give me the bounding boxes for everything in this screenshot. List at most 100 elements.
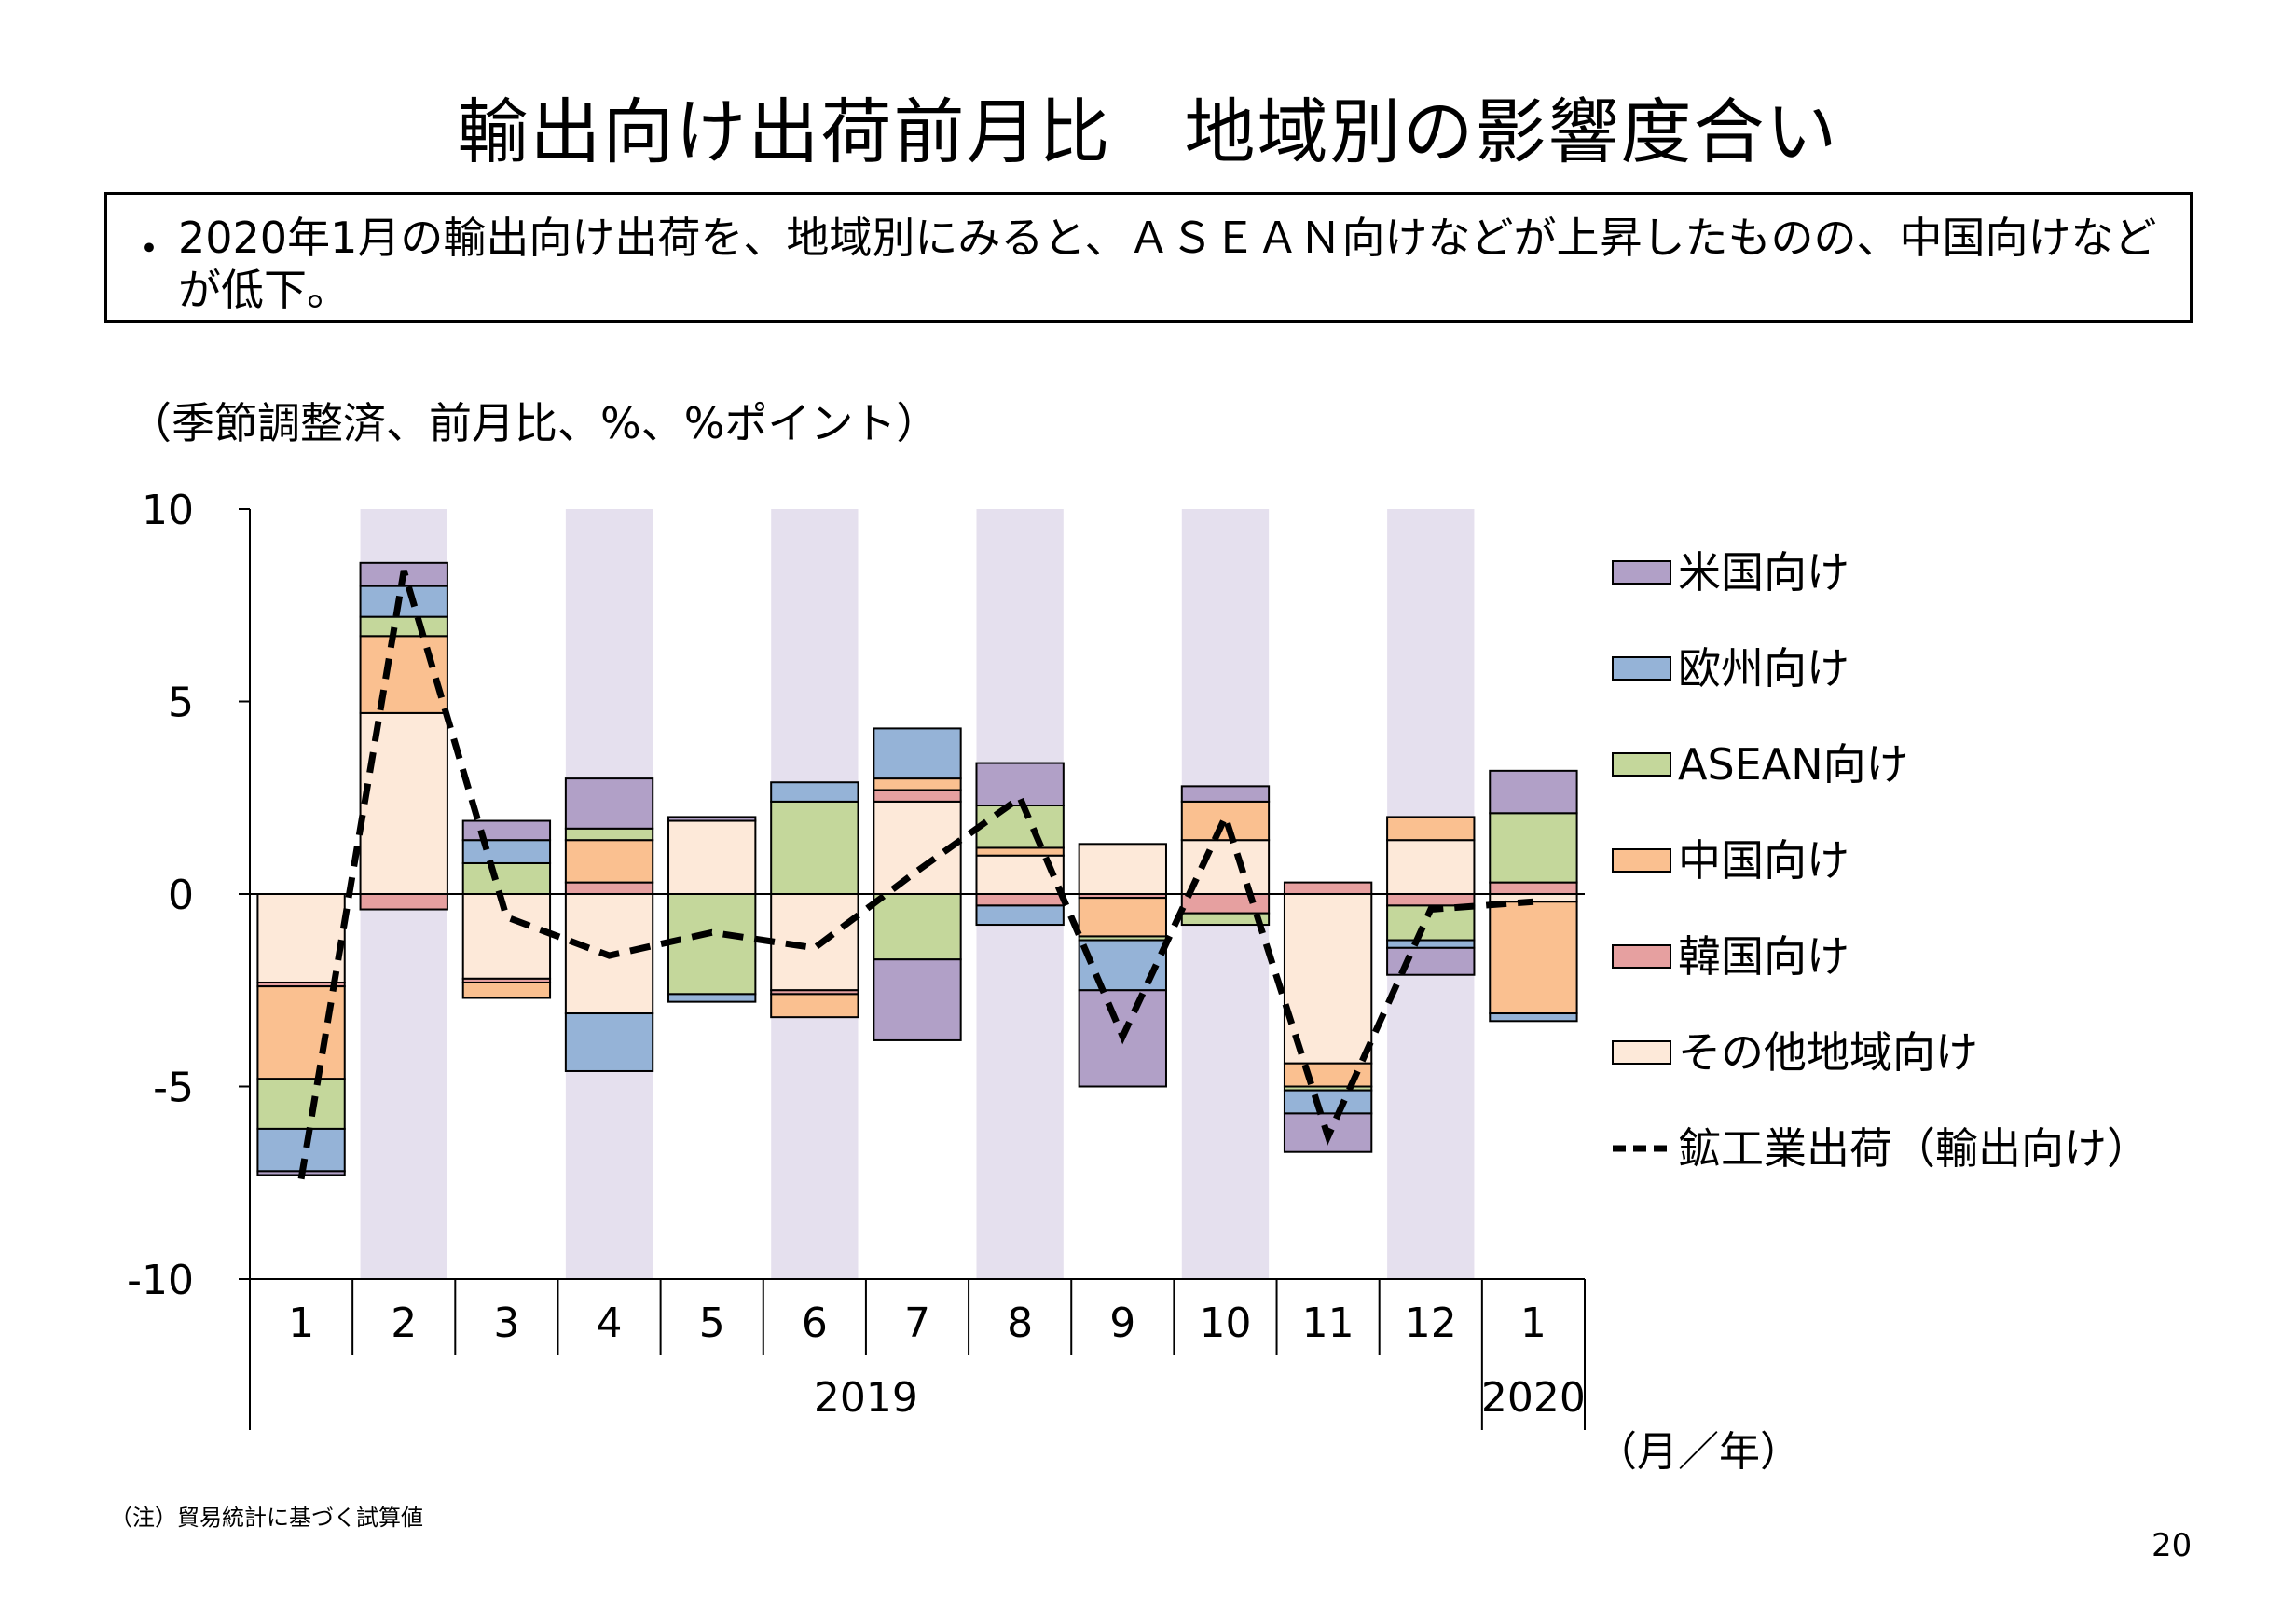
bar-segment xyxy=(1283,893,1373,1065)
bar-segment xyxy=(359,615,448,638)
page-number: 20 xyxy=(2152,1527,2193,1564)
legend-swatch xyxy=(1612,656,1671,681)
legend-label: ASEAN向け xyxy=(1678,739,1909,790)
legend-label: 鉱工業出荷（輸出向け） xyxy=(1678,1123,2150,1174)
bar-segment xyxy=(1386,839,1476,895)
bar-segment xyxy=(975,846,1065,857)
legend-label: その他地域向け xyxy=(1678,1027,1978,1078)
bar-segment xyxy=(1489,893,1578,903)
bar-segment xyxy=(564,881,654,895)
bar-segment xyxy=(359,711,448,896)
bar-segment xyxy=(975,893,1065,907)
bar-segment xyxy=(359,893,448,911)
x-tick-label: 10 xyxy=(1199,1300,1251,1347)
y-tick-label: 0 xyxy=(168,872,194,919)
legend-swatch xyxy=(1612,848,1671,873)
summary-bullet: ・ xyxy=(128,224,171,274)
x-tick-label: 6 xyxy=(802,1300,828,1347)
bar-segment xyxy=(256,985,346,1080)
bar-segment xyxy=(359,635,448,714)
x-tick-label: 2 xyxy=(391,1300,417,1347)
bar-segment xyxy=(1283,881,1373,895)
bar-segment xyxy=(770,893,859,992)
bar-segment xyxy=(359,585,448,618)
bar-segment xyxy=(461,839,552,864)
x-tick-label: 7 xyxy=(904,1300,930,1347)
bar-segment xyxy=(1489,1012,1578,1023)
y-tick-label: -10 xyxy=(127,1257,194,1304)
bar-segment xyxy=(564,839,654,884)
bar-segment xyxy=(1078,897,1167,938)
bar-segment xyxy=(667,993,757,1003)
x-tick-label: 4 xyxy=(597,1300,623,1347)
legend-label: 韓国向け xyxy=(1678,931,1849,982)
legend-swatch xyxy=(1612,1040,1671,1065)
bar-segment xyxy=(667,819,757,896)
bar-segment xyxy=(1386,939,1476,949)
x-tick-label: 5 xyxy=(699,1300,725,1347)
bar-segment xyxy=(873,789,962,803)
bar-segment xyxy=(975,762,1065,807)
legend-label: 中国向け xyxy=(1678,835,1849,886)
bar-segment xyxy=(770,800,859,896)
bar-segment xyxy=(1489,901,1578,1015)
bar-segment xyxy=(770,781,859,803)
x-tick-label: 3 xyxy=(493,1300,519,1347)
y-tick-label: -5 xyxy=(153,1065,194,1112)
bar-segment xyxy=(667,893,757,996)
year-label: 2019 xyxy=(814,1374,918,1422)
y-tick-label: 10 xyxy=(142,487,194,534)
legend-swatch xyxy=(1612,560,1671,585)
legend-swatch xyxy=(1612,944,1671,969)
bar-segment xyxy=(1180,785,1271,803)
bar-segment xyxy=(873,777,962,791)
x-tick-label: 11 xyxy=(1302,1300,1354,1347)
bar-segment xyxy=(1489,769,1578,815)
line-series-path xyxy=(297,570,1534,1180)
bar-segment xyxy=(1180,893,1271,915)
bar-segment xyxy=(1283,1089,1373,1115)
bar-segment xyxy=(873,893,962,961)
line-series xyxy=(297,570,1534,1180)
bar-segment xyxy=(461,861,552,896)
footnote: （注）貿易統計に基づく試算値 xyxy=(110,1505,423,1531)
bar-segment xyxy=(1489,881,1578,895)
bar-segment xyxy=(770,993,859,1019)
year-label: 2020 xyxy=(1481,1374,1586,1422)
bar-segment xyxy=(256,893,346,983)
page-title: 輸出向け出荷前月比 地域別の影響度合い xyxy=(457,90,1839,173)
x-unit-label: （月／年） xyxy=(1596,1428,1801,1476)
bar-segment xyxy=(1180,800,1271,842)
bar-segment xyxy=(461,819,552,842)
legend-label: 欧州向け xyxy=(1678,643,1849,694)
bar-segment xyxy=(873,727,962,780)
legend-swatch xyxy=(1612,752,1671,777)
x-tick-label: 9 xyxy=(1109,1300,1135,1347)
unit-label: （季節調整済、前月比、%、%ポイント） xyxy=(129,398,940,448)
bar-segment xyxy=(1386,893,1476,907)
bar-segment xyxy=(461,981,552,999)
bar-segment xyxy=(1078,843,1167,895)
bar-segment xyxy=(873,958,962,1041)
x-tick-label: 1 xyxy=(288,1300,314,1347)
bar-segment xyxy=(1386,816,1476,842)
summary-box: ・ 2020年1月の輸出向け出荷を、地域別にみると、ＡＳＥＡＮ向けなどが上昇した… xyxy=(104,192,2193,323)
bar-segment xyxy=(667,816,757,822)
bar-segment xyxy=(1180,912,1271,927)
bar-segment xyxy=(975,805,1065,849)
y-tick-label: 5 xyxy=(168,680,194,727)
bar-segment xyxy=(564,1012,654,1072)
bar-segment xyxy=(256,1078,346,1130)
x-tick-label: 12 xyxy=(1405,1300,1457,1347)
bar-segment xyxy=(564,827,654,842)
summary-text: 2020年1月の輸出向け出荷を、地域別にみると、ＡＳＥＡＮ向けなどが上昇したもの… xyxy=(178,213,2157,315)
legend-label: 米国向け xyxy=(1678,547,1849,598)
bar-segment xyxy=(564,777,654,830)
x-tick-label: 8 xyxy=(1007,1300,1033,1347)
bar-segment xyxy=(1489,812,1578,884)
x-tick-label: 1 xyxy=(1520,1300,1547,1347)
bar-segment xyxy=(975,904,1065,927)
